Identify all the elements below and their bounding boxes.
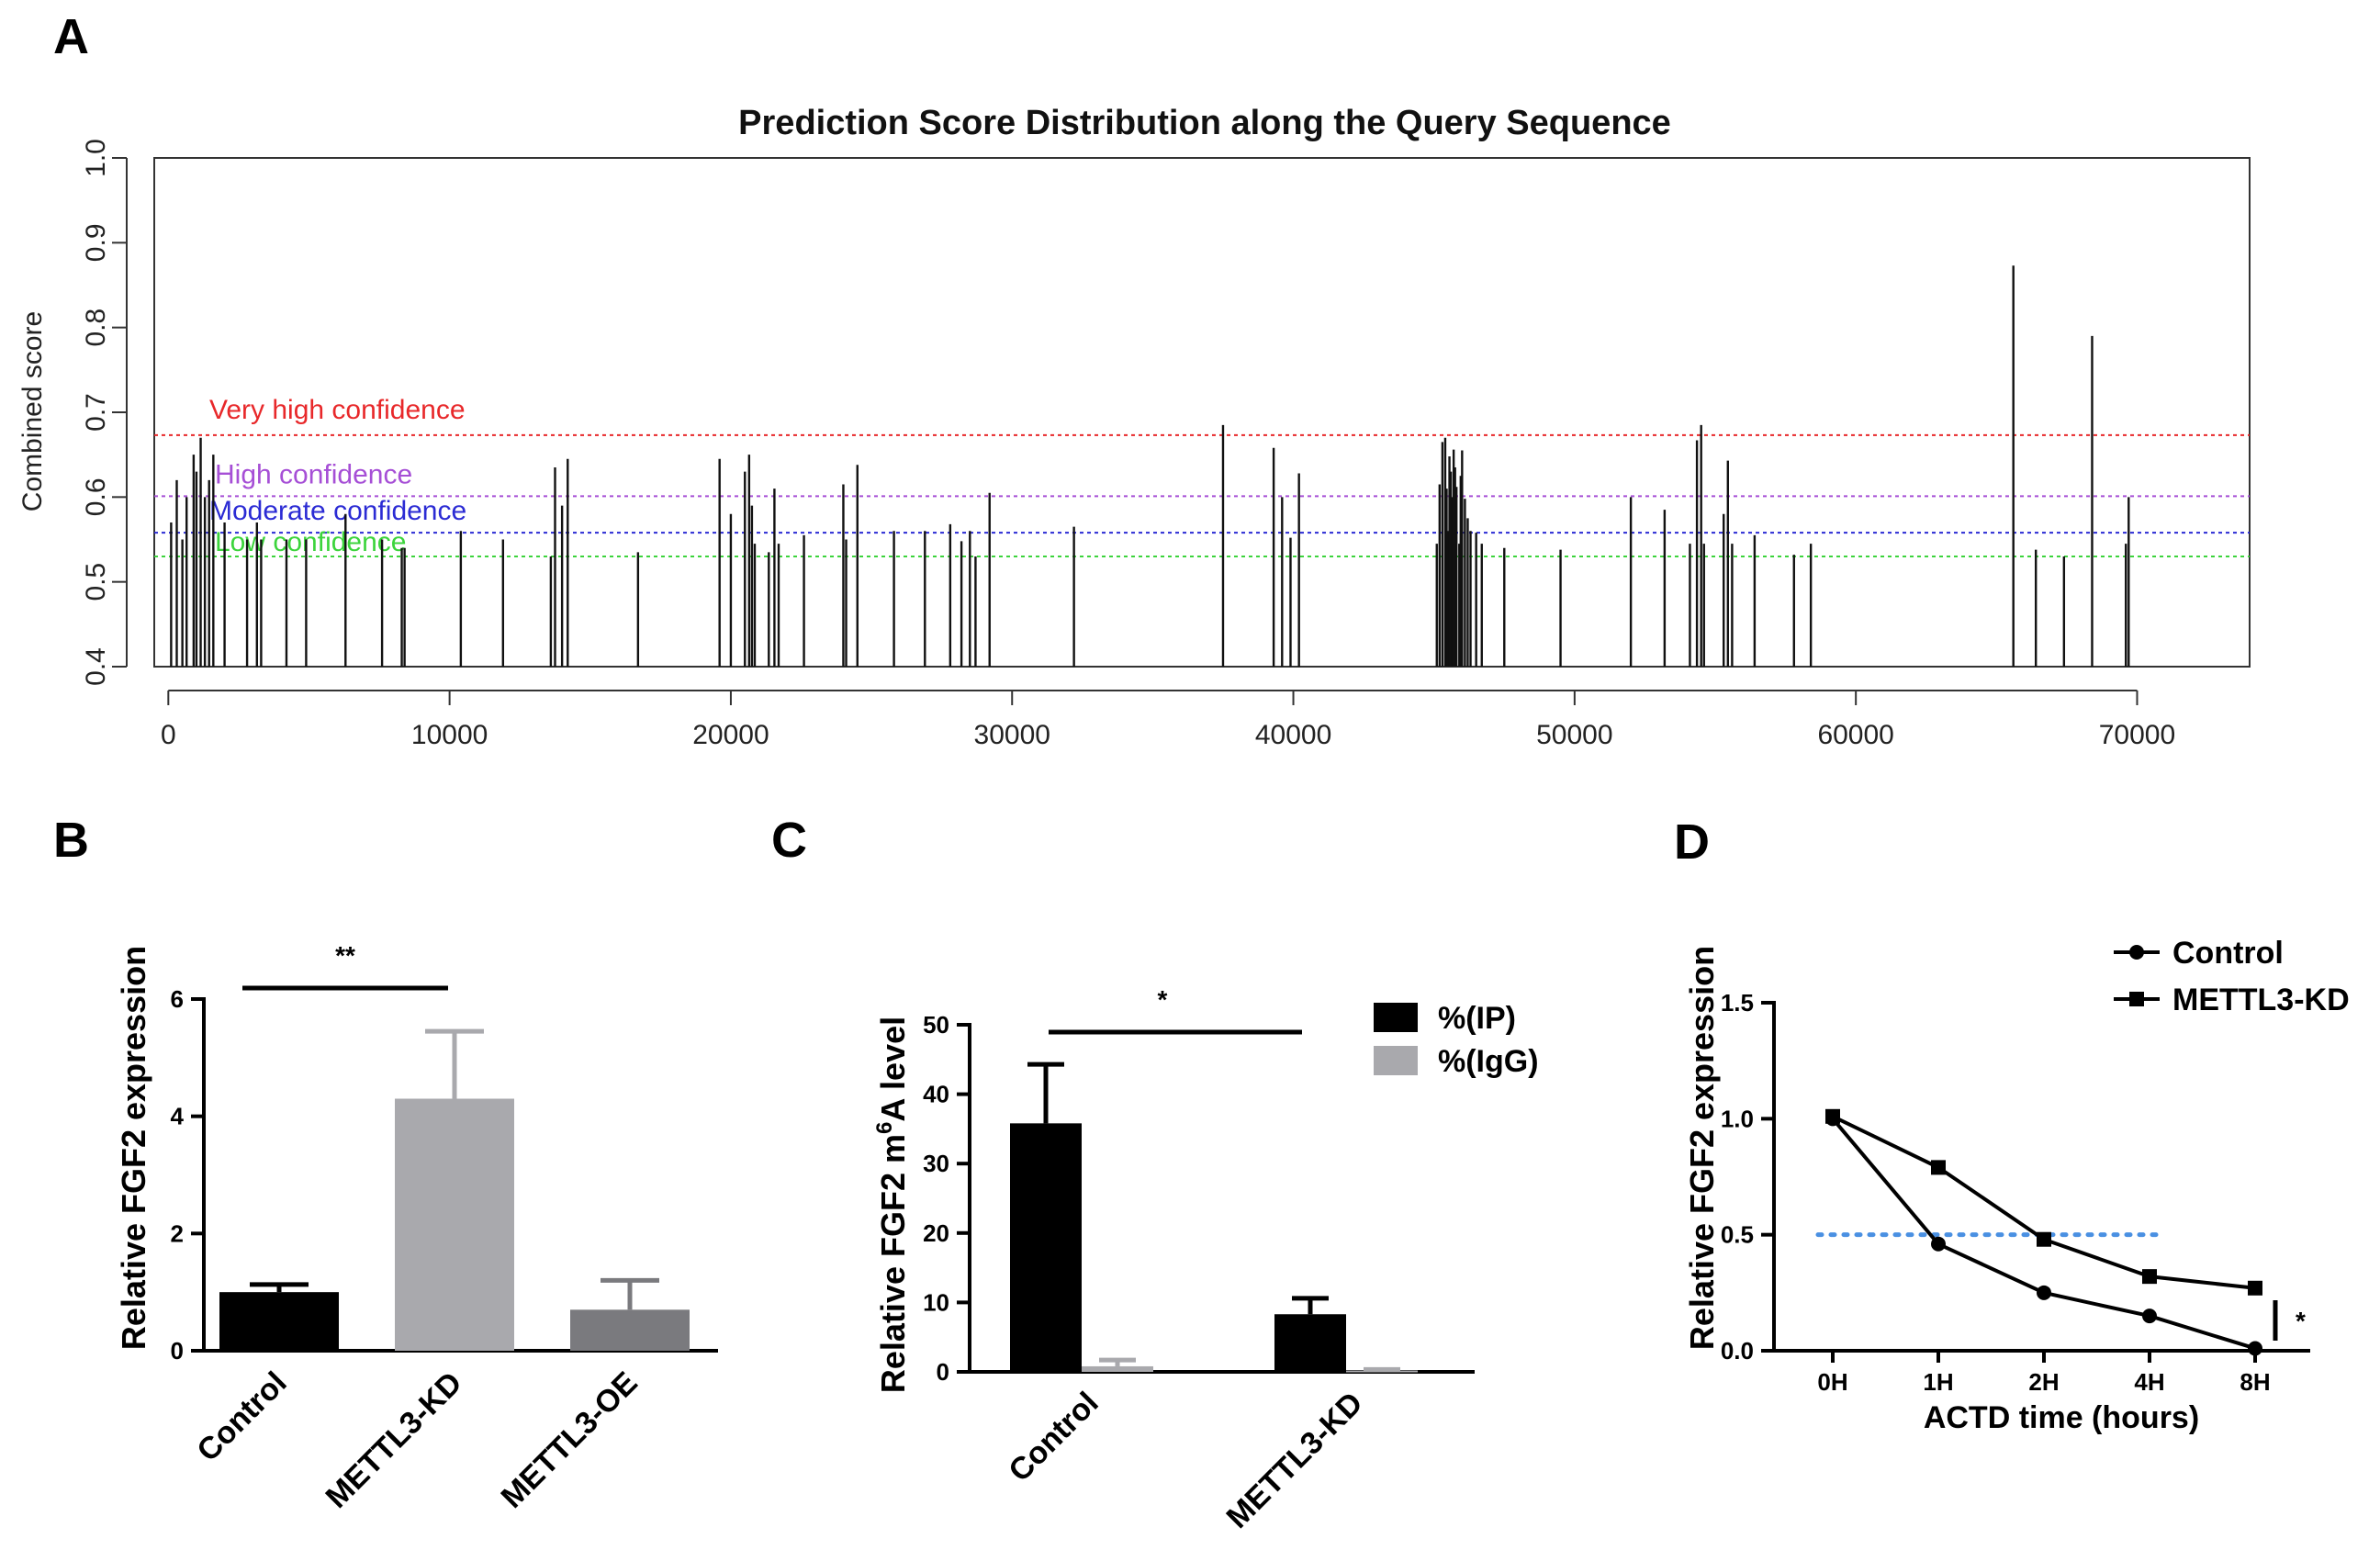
chart-a-ytick-label: 0.7 bbox=[81, 393, 111, 432]
chart-b-bar bbox=[570, 1309, 690, 1351]
chart-d-xtick-label: 0H bbox=[1817, 1368, 1847, 1396]
chart-c-ytick-label: 0 bbox=[937, 1358, 949, 1386]
chart-d-xtick-label: 1H bbox=[1923, 1368, 1953, 1396]
chart-d-point-circle bbox=[2037, 1285, 2051, 1300]
chart-d-series-line bbox=[1832, 1115, 2256, 1290]
chart-a-ytick-label: 1.0 bbox=[81, 139, 111, 177]
chart-c-legend-label: %(IgG) bbox=[1438, 1044, 1539, 1079]
chart-c-legend-label: %(IP) bbox=[1438, 1001, 1516, 1036]
chart-c-bar bbox=[1346, 1370, 1418, 1373]
chart-b-bar bbox=[219, 1292, 339, 1351]
chart-d-point-square bbox=[2037, 1231, 2051, 1247]
chart-a-ytick-label: 0.6 bbox=[81, 477, 111, 516]
panel-label-a: A bbox=[53, 9, 89, 64]
chart-a-frame bbox=[153, 157, 2251, 668]
chart-a-xtick-label: 50000 bbox=[1536, 720, 1612, 750]
chart-d-point-square bbox=[2248, 1280, 2262, 1296]
chart-a-ylabel: Combined score bbox=[17, 311, 48, 511]
chart-a-threshold-label: Very high confidence bbox=[209, 395, 466, 425]
chart-d-point-square bbox=[1931, 1160, 1946, 1175]
chart-d-point-circle bbox=[2142, 1309, 2157, 1324]
chart-d-point-square bbox=[2142, 1269, 2157, 1285]
chart-a-xtick-label: 70000 bbox=[2099, 720, 2175, 750]
chart-d-legend-marker bbox=[2129, 992, 2144, 1006]
chart-c-ytick-label: 30 bbox=[923, 1150, 949, 1177]
chart-a-xtick-label: 0 bbox=[161, 720, 176, 750]
chart-a-xtick-label: 30000 bbox=[974, 720, 1050, 750]
chart-a-threshold-label: High confidence bbox=[215, 459, 412, 489]
chart-c-category-label: Control bbox=[1002, 1386, 1105, 1488]
chart-d-legend-marker bbox=[2129, 945, 2144, 960]
chart-a-threshold-label: Moderate confidence bbox=[209, 496, 466, 526]
panel-label-b: B bbox=[53, 813, 89, 868]
chart-b-category-label: METTL3-KD bbox=[320, 1365, 469, 1515]
chart-a-ytick-label: 0.9 bbox=[81, 223, 111, 262]
chart-b-ytick-label: 6 bbox=[171, 985, 184, 1013]
chart-d-ytick-label: 1.0 bbox=[1721, 1105, 1754, 1132]
chart-c-ytick-label: 50 bbox=[923, 1011, 949, 1039]
chart-a-xtick-label: 40000 bbox=[1255, 720, 1331, 750]
chart-c-legend-swatch bbox=[1374, 1046, 1418, 1075]
chart-a-title: Prediction Score Distribution along the … bbox=[738, 104, 1671, 142]
chart-d-xtick-label: 2H bbox=[2028, 1368, 2059, 1396]
chart-d-ytick-label: 0.0 bbox=[1721, 1337, 1754, 1365]
chart-a-ytick-label: 0.5 bbox=[81, 563, 111, 601]
chart-c-significance-label: * bbox=[1158, 985, 1168, 1014]
chart-d-significance-label: * bbox=[2296, 1307, 2306, 1335]
chart-a-threshold-label: Low confidence bbox=[215, 527, 406, 557]
chart-a-xtick-label: 10000 bbox=[411, 720, 488, 750]
chart-d-xlabel: ACTD time (hours) bbox=[1924, 1400, 2199, 1435]
panel-label-d: D bbox=[1674, 814, 1710, 870]
chart-d-point-circle bbox=[2248, 1341, 2262, 1356]
chart-d-point-circle bbox=[1931, 1236, 1946, 1252]
chart-c-ytick-label: 10 bbox=[923, 1288, 949, 1316]
chart-c-ylabel: Relative FGF2 m6A level bbox=[872, 1016, 912, 1393]
chart-c-bar bbox=[1082, 1365, 1153, 1372]
chart-d-ylabel: Relative FGF2 expression bbox=[1683, 946, 1721, 1350]
chart-d-ytick-label: 0.5 bbox=[1721, 1221, 1754, 1249]
chart-a-xtick-label: 20000 bbox=[692, 720, 769, 750]
chart-c-bar bbox=[1274, 1314, 1346, 1372]
panel-c-chart: Relative FGF2 m6A level 0 10 20 30 40 50 Cont… bbox=[872, 985, 1539, 1535]
panel-d-chart: Relative FGF2 expression ACTD time (hour… bbox=[1683, 936, 2350, 1435]
chart-c-ytick-label: 20 bbox=[923, 1219, 949, 1247]
chart-d-xtick-label: 4H bbox=[2134, 1368, 2164, 1396]
panel-a-chart: Prediction Score Distribution along the … bbox=[17, 104, 2251, 750]
chart-c-ylabel-prefix: Relative FGF2 m bbox=[874, 1134, 912, 1393]
chart-c-ytick-label: 40 bbox=[923, 1081, 949, 1108]
chart-d-xtick-label: 8H bbox=[2240, 1368, 2270, 1396]
chart-b-category-label: Control bbox=[190, 1365, 293, 1468]
panel-b-chart: Relative FGF2 expression 0 2 4 6 Control MET… bbox=[115, 941, 718, 1515]
panel-label-c: C bbox=[771, 813, 807, 868]
chart-b-ytick-label: 0 bbox=[171, 1337, 184, 1365]
chart-a-ytick-label: 0.8 bbox=[81, 309, 111, 347]
chart-d-legend-label: METTL3-KD bbox=[2172, 983, 2350, 1017]
chart-b-ytick-label: 4 bbox=[171, 1103, 185, 1130]
chart-c-category-label: METTL3-KD bbox=[1220, 1386, 1370, 1535]
chart-a-ytick-label: 0.4 bbox=[81, 647, 111, 686]
chart-b-category-label: METTL3-OE bbox=[495, 1365, 645, 1515]
chart-d-point-square bbox=[1825, 1108, 1840, 1124]
chart-b-ytick-label: 2 bbox=[171, 1219, 184, 1247]
chart-c-legend-swatch bbox=[1374, 1003, 1418, 1032]
chart-d-ytick-label: 1.5 bbox=[1721, 989, 1754, 1016]
chart-c-ylabel-superscript: 6 bbox=[872, 1122, 897, 1134]
chart-c-bar bbox=[1010, 1123, 1082, 1372]
chart-b-ylabel: Relative FGF2 expression bbox=[115, 946, 152, 1350]
chart-d-legend-label: Control bbox=[2172, 936, 2284, 971]
chart-b-significance-label: ** bbox=[335, 941, 355, 970]
chart-a-xtick-label: 60000 bbox=[1817, 720, 1893, 750]
chart-c-ylabel-suffix: A level bbox=[874, 1016, 912, 1122]
chart-b-bar bbox=[395, 1098, 514, 1351]
